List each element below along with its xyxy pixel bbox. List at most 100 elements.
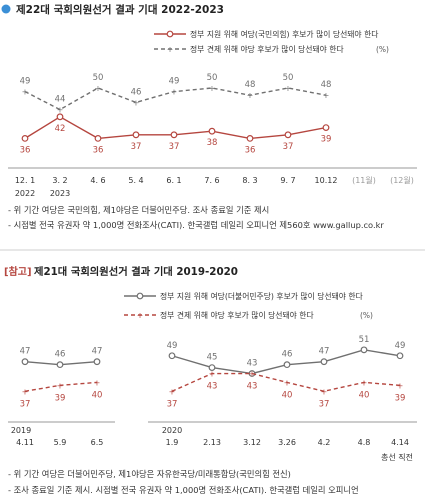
bottom-check-2020-value-label: 40 [282,390,293,400]
top-note-2: - 시점별 전국 유권자 약 1,000명 전화조사(CATI). 한국갤럽 데… [8,220,384,230]
bottom-support-2020-point [396,352,404,360]
bottom-support-2020-point [168,352,176,360]
bottom-extra-label: 총선 직전 [381,452,413,462]
top-check-value-label: 46 [131,87,142,97]
top-x-tick-label: 6. 1 [166,176,181,185]
top-check-value-label: 49 [20,77,31,87]
bottom-support-2020-value-label: 49 [167,341,178,351]
bottom-check-2020-point: + [249,370,256,379]
top-support-point [94,134,102,142]
bottom-check-2020-value-label: 37 [319,399,330,409]
top-legend-support: 정부 지원 위해 여당(국민의힘) 후보가 많이 당선돼야 한다 [190,29,378,39]
bottom-legend-unit: (%) [360,311,373,320]
bottom-x-tick-label: 6.5 [91,438,104,447]
top-check-point: + [22,88,29,97]
top-legend-check: 정부 견제 위해 야당 후보가 많이 당선돼야 한다 [190,44,344,54]
bottom-support-2020-value-label: 46 [282,350,293,360]
top-check-point: + [95,84,102,93]
top-check-point: + [247,91,254,100]
bottom-check-2020-value-label: 43 [207,382,218,392]
top-x-tick-label: 3. 2 [52,176,67,185]
top-check-point: + [209,84,216,93]
top-support-point [284,131,292,139]
bottom-check-2020-value-label: 40 [359,390,370,400]
top-check-point: + [57,106,64,115]
top-x-tick-label: 8. 3 [242,176,257,185]
top-note-1: - 위 기간 여당은 국민의힘, 제1야당은 더불어민주당. 조사 종료일 기준… [8,205,269,215]
bottom-x-tick-label: 4.2 [318,438,331,447]
top-check-value-label: 50 [93,73,104,83]
top-support-value-label: 36 [20,145,31,155]
top-check-point: + [323,91,330,100]
bottom-note-2: - 조사 종료일 기준 제시. 시점별 전국 유권자 약 1,000명 전화조사… [8,485,359,495]
bottom-support-2020-point [208,364,216,372]
top-x-tick-label: 10.12 [315,176,338,185]
top-support-value-label: 36 [93,145,104,155]
svg-text:+: + [137,311,144,320]
top-support-value-label: 38 [207,138,218,148]
bottom-support-2020-value-label: 51 [359,335,370,345]
bottom-support-2020-value-label: 45 [207,353,218,363]
bottom-support-2019-point [56,361,64,369]
top-year-label: 2022 [15,189,35,198]
bottom-support-2019-value-label: 46 [55,350,66,360]
reference-tag: [참고] [4,265,32,278]
top-check-value-label: 48 [245,80,256,90]
bottom-support-2019-value-label: 47 [92,347,103,357]
bottom-support-2020-point [283,361,291,369]
top-check-point: + [133,98,140,107]
top-check-value-label: 48 [321,80,332,90]
bottom-support-2019-value-label: 47 [20,347,31,357]
top-support-value-label: 37 [131,142,142,152]
bottom-x-tick-label: 3.12 [243,438,261,447]
bottom-x-tick-label: 3.26 [278,438,296,447]
bottom-check-2020-point: + [209,370,216,379]
top-x-tick-label: (11월) [352,175,376,185]
bottom-support-2020-value-label: 47 [319,347,330,357]
bottom-legend-support: 정부 지원 위해 여당(더불어민주당) 후보가 많이 당선돼야 한다 [160,291,363,301]
top-x-tick-label: 5. 4 [128,176,143,185]
bottom-check-2020-line [171,372,401,392]
bottom-chart-title: 제21대 국회의원선거 결과 기대 2019-2020 [34,265,238,278]
bottom-support-2019-point [93,358,101,366]
top-support-value-label: 39 [321,135,332,145]
bottom-support-2020-point [320,358,328,366]
bottom-support-2020-point [360,346,368,354]
top-legend-unit: (%) [376,45,389,54]
bottom-check-2019-point: + [94,378,101,387]
top-support-point [21,134,29,142]
top-check-point: + [171,88,178,97]
svg-text:+: + [167,45,174,54]
top-x-tick-label: 7. 6 [204,176,219,185]
top-support-point [208,127,216,135]
top-check-value-label: 50 [207,73,218,83]
top-year-label: 2023 [50,189,70,198]
top-chart-title: 제22대 국회의원선거 결과 기대 2022-2023 [16,3,224,16]
bottom-check-2020-point: + [321,387,328,396]
bottom-check-2019-value-label: 39 [55,393,66,403]
bottom-check-2020-value-label: 37 [167,399,178,409]
top-support-point [246,134,254,142]
bottom-support-2020-value-label: 43 [247,359,258,369]
bottom-check-2019-value-label: 40 [92,390,103,400]
bottom-check-2020-point: + [169,387,176,396]
bottom-check-2020-point: + [397,381,404,390]
top-support-value-label: 37 [283,142,294,152]
bottom-x-tick-label: 4.11 [16,438,34,447]
bottom-check-2020-value-label: 43 [247,382,258,392]
bottom-check-2019-point: + [22,387,29,396]
bottom-support-2019-point [21,358,29,366]
bottom-x-tick-label: 4.8 [358,438,371,447]
bottom-note-1: - 위 기간 여당은 더불어민주당, 제1야당은 자유한국당/미래통합당(국민의… [8,469,291,479]
top-x-tick-label: (12월) [390,175,414,185]
top-support-value-label: 37 [169,142,180,152]
top-legend: 정부 지원 위해 여당(국민의힘) 후보가 많이 당선돼야 한다 + 정부 견제… [154,29,389,54]
bottom-check-2019-line [24,381,98,392]
bottom-year-label: 2019 [11,426,31,435]
bottom-check-2020-point: + [361,378,368,387]
bottom-year-label: 2020 [162,426,182,435]
bottom-legend: 정부 지원 위해 여당(더불어민주당) 후보가 많이 당선돼야 한다 + 정부 … [124,291,373,320]
top-x-tick-label: 4. 6 [90,176,105,185]
